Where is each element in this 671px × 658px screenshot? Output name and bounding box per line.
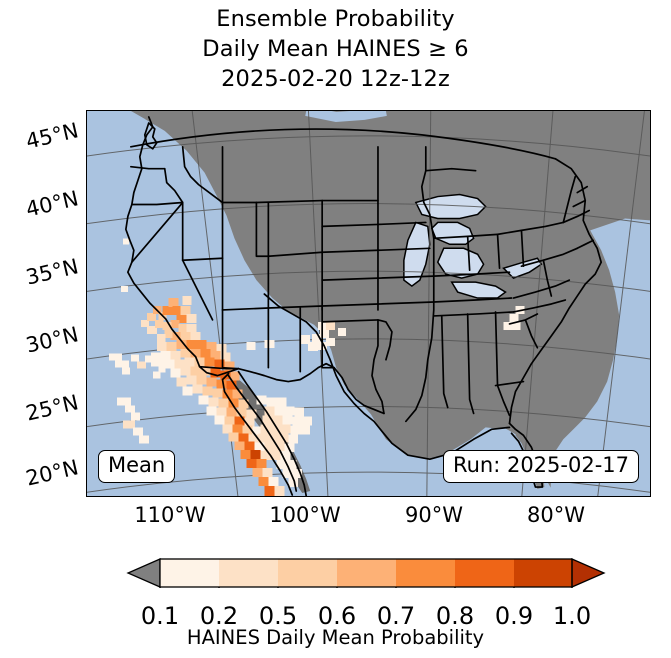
lat-tick-45n: 45°N <box>23 118 81 154</box>
map-graphic <box>87 111 650 496</box>
colorbar-seg-7 <box>514 559 572 587</box>
pacific-ocean-mask <box>87 111 331 496</box>
colorbar-tick-label-5: 0.7 <box>376 602 416 630</box>
run-label-box: Run: 2025-02-17 <box>442 450 639 483</box>
lat-tick-30n: 30°N <box>23 322 81 358</box>
map-plot-area[interactable]: Mean Run: 2025-02-17 <box>86 110 651 497</box>
canada-water-top <box>305 111 387 122</box>
colorbar-graphic <box>126 558 606 588</box>
probability-heatmap <box>108 238 525 496</box>
colorbar-tick-label-3: 0.5 <box>258 602 298 630</box>
colorbar-tick-label-6: 0.8 <box>435 602 475 630</box>
political-borders <box>125 116 603 496</box>
title-line-2: Daily Mean HAINES ≥ 6 <box>202 36 469 62</box>
lon-tick-90w: 90°W <box>405 503 463 527</box>
colorbar-seg-3 <box>278 559 337 587</box>
run-label-text: Run: 2025-02-17 <box>452 453 629 477</box>
colorbar-seg-4 <box>337 559 396 587</box>
colorbar-tick-label-2: 0.2 <box>199 602 239 630</box>
lat-tick-35n: 35°N <box>23 254 81 290</box>
lat-tick-20n: 20°N <box>23 455 81 491</box>
east-coast-land <box>503 228 604 428</box>
title-line-3: 2025-02-20 12z-12z <box>221 66 450 92</box>
mean-label-text: Mean <box>108 453 166 477</box>
lon-tick-100w: 100°W <box>269 503 341 527</box>
lon-tick-110w: 110°W <box>134 503 206 527</box>
colorbar-bar[interactable]: 0.1 0.2 0.5 0.6 0.7 0.8 0.9 1.0 <box>126 558 606 630</box>
mean-label-box: Mean <box>98 450 176 483</box>
colorbar-tick-label-7: 0.9 <box>494 602 534 630</box>
colorbar-axis-title: HAINES Daily Mean Probability <box>186 626 485 649</box>
page-title: Ensemble Probability Daily Mean HAINES ≥… <box>0 4 671 94</box>
colorbar-under-arrow <box>126 558 161 588</box>
colorbar-over-arrow <box>571 558 606 588</box>
colorbar: 0.1 0.2 0.5 0.6 0.7 0.8 0.9 1.0 HAINES D… <box>0 548 671 658</box>
lat-tick-25n: 25°N <box>23 390 81 426</box>
title-line-1: Ensemble Probability <box>216 6 455 32</box>
colorbar-outline <box>159 558 573 588</box>
colorbar-seg-1 <box>160 559 219 587</box>
colorbar-tick-label-8: 1.0 <box>552 602 592 630</box>
colorbar-tick-label-4: 0.6 <box>317 602 357 630</box>
lat-tick-40n: 40°N <box>23 186 81 222</box>
lon-tick-80w: 80°W <box>527 503 585 527</box>
colorbar-seg-5 <box>396 559 455 587</box>
colorbar-tick-label-1: 0.1 <box>140 602 180 630</box>
colorbar-seg-6 <box>455 559 514 587</box>
colorbar-seg-2 <box>219 559 278 587</box>
